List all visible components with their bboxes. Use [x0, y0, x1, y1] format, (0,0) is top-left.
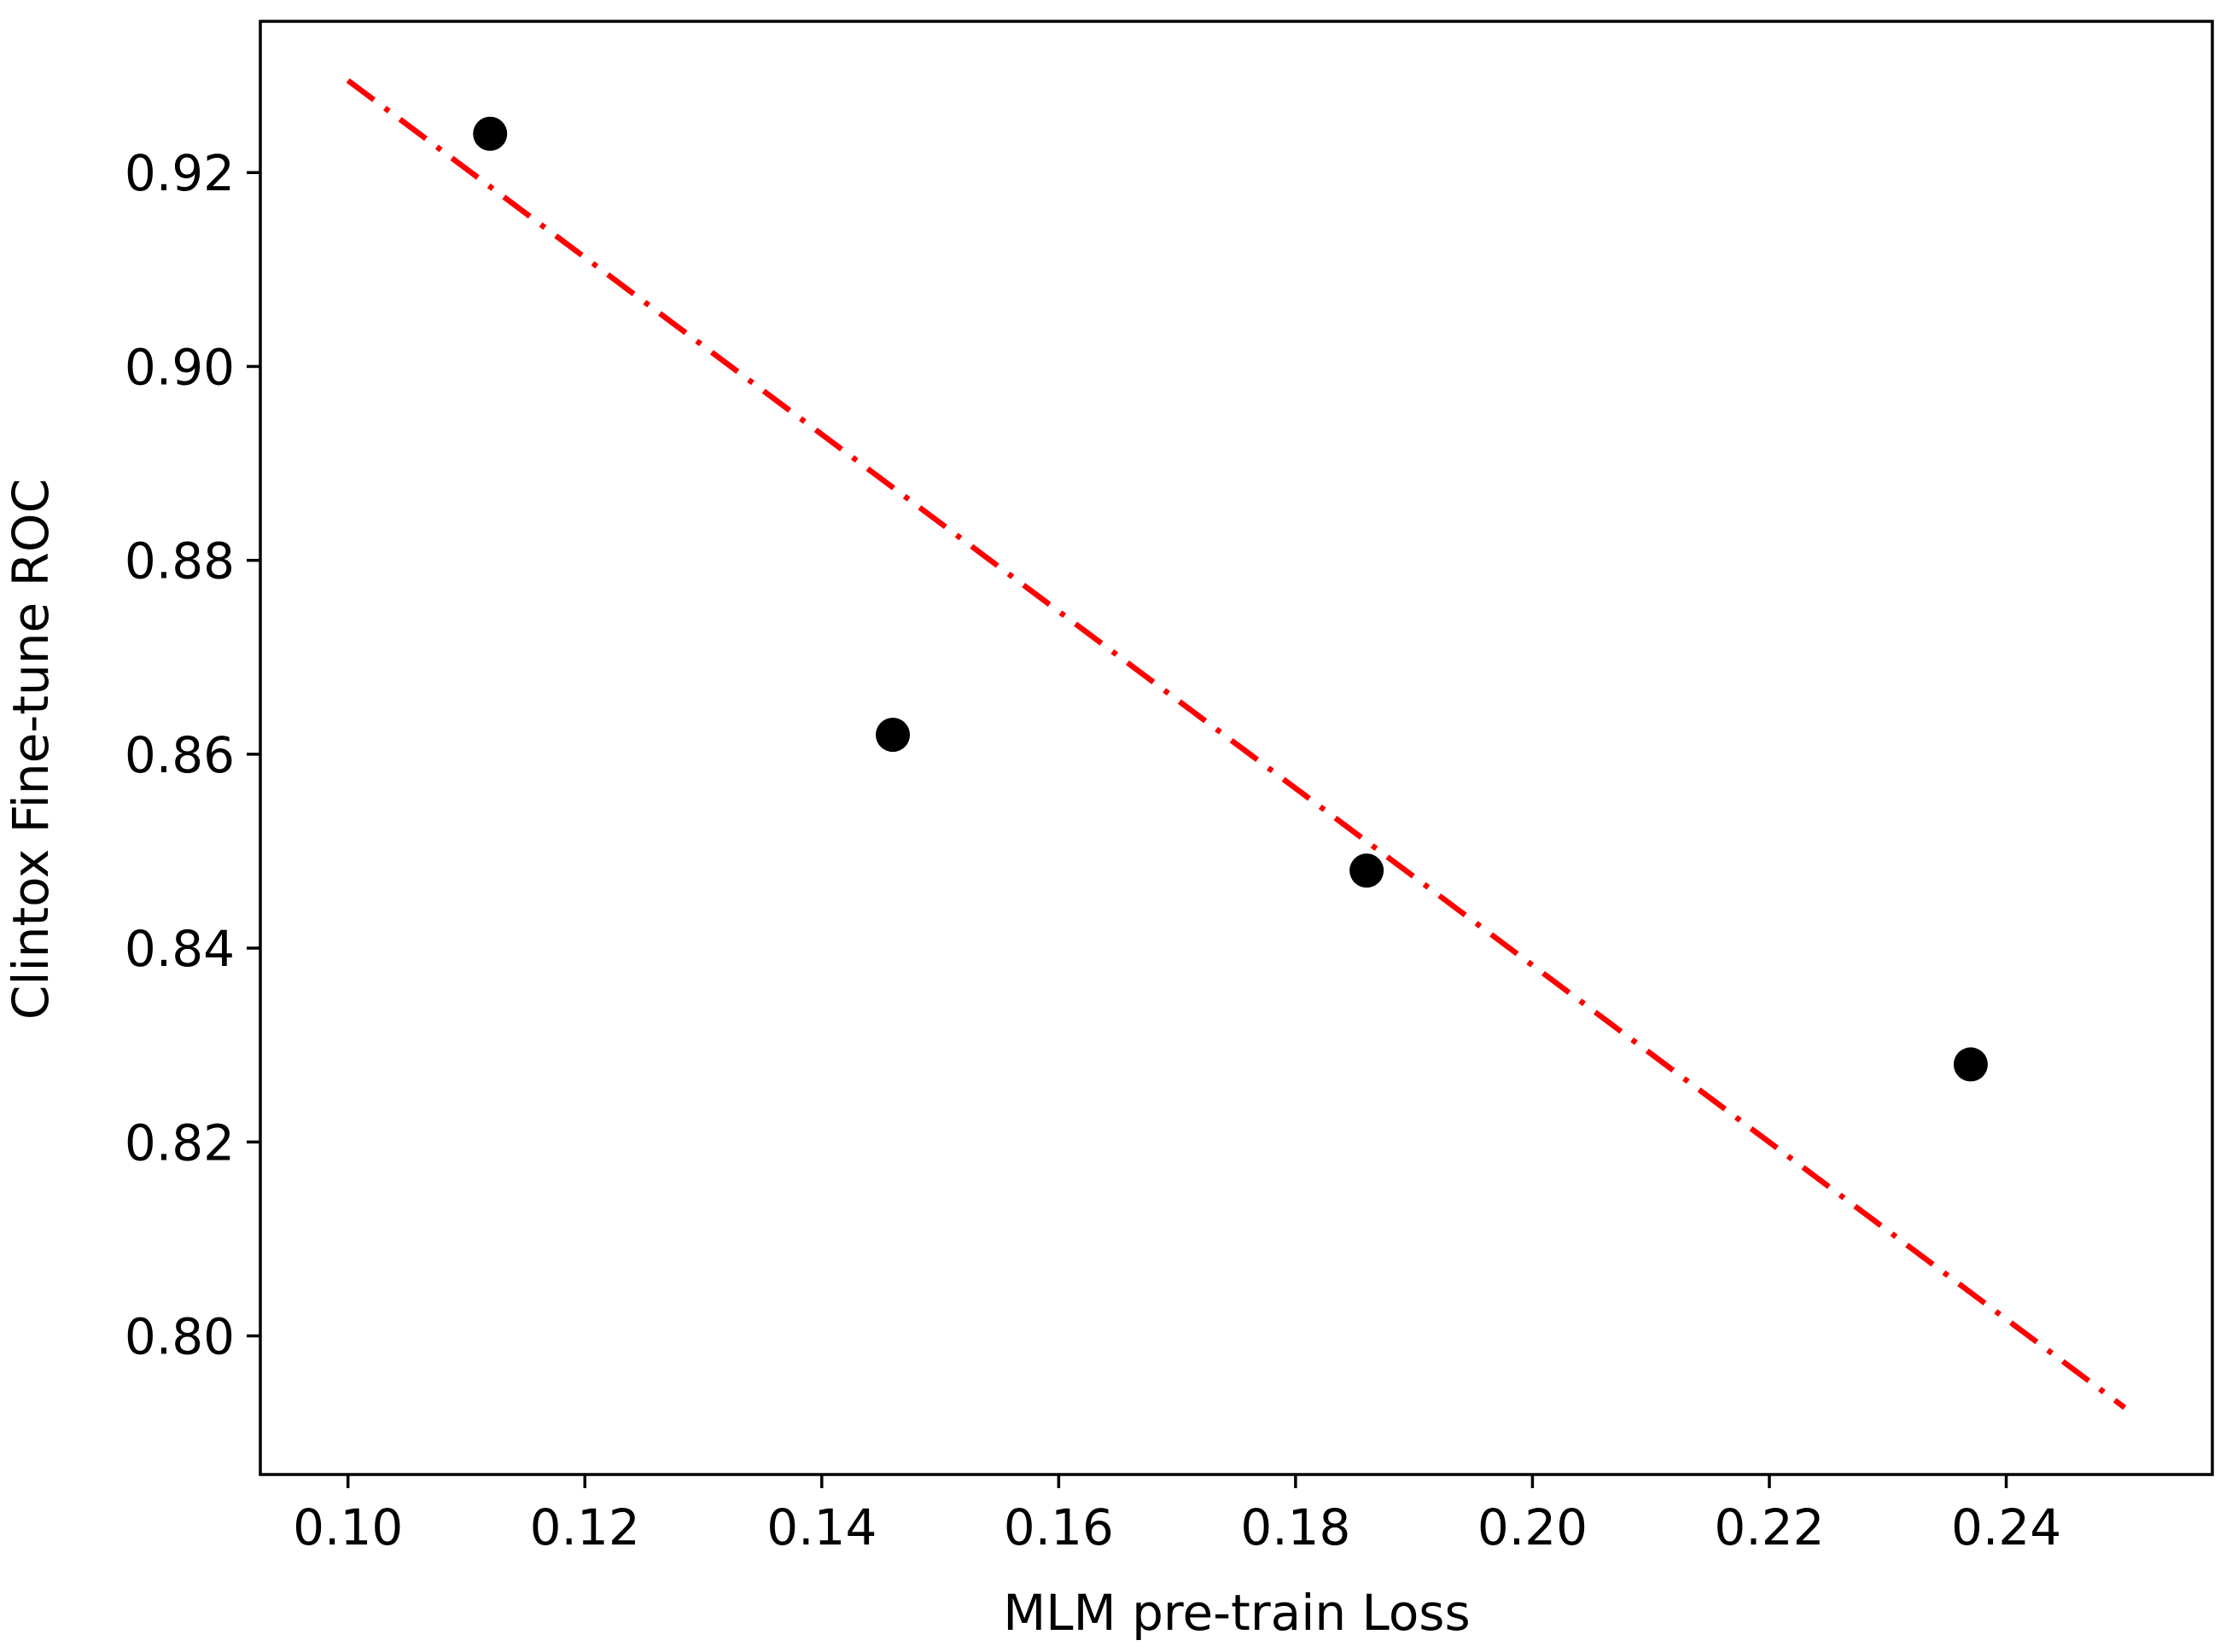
data-point: [876, 718, 911, 753]
y-tick-label: 0.92: [125, 144, 235, 202]
x-axis-ticks: 0.10 0.12 0.14 0.16 0.18 0.20 0.22 0.24: [293, 1475, 2061, 1556]
fit-line: [346, 78, 2127, 1411]
x-tick-label: 0.14: [766, 1498, 877, 1556]
y-tick-label: 0.90: [125, 338, 235, 396]
x-axis-label: MLM pre-train Loss: [1003, 1584, 1471, 1642]
axes-frame: [259, 20, 2214, 1476]
x-tick-label: 0.22: [1714, 1498, 1824, 1556]
data-point: [1953, 1047, 1988, 1082]
plot-area: [259, 20, 2214, 1476]
y-axis-ticks: 0.80 0.82 0.84 0.86 0.88 0.90 0.92: [125, 144, 260, 1366]
x-tick-label: 0.24: [1951, 1498, 2061, 1556]
y-tick-label: 0.86: [125, 726, 235, 784]
y-tick-label: 0.82: [125, 1114, 235, 1172]
data-point: [473, 116, 508, 151]
x-tick-label: 0.18: [1240, 1498, 1350, 1556]
y-tick-label: 0.88: [125, 532, 235, 590]
x-tick-label: 0.20: [1477, 1498, 1588, 1556]
x-tick-label: 0.12: [530, 1498, 640, 1556]
y-tick-label: 0.80: [125, 1308, 235, 1366]
data-point: [1349, 853, 1384, 888]
y-tick-label: 0.84: [125, 920, 235, 978]
x-tick-label: 0.10: [293, 1498, 403, 1556]
y-axis-label: Clintox Fine-tune ROC: [2, 479, 60, 1020]
x-tick-label: 0.16: [1004, 1498, 1114, 1556]
trend-line-layer: [346, 78, 2127, 1411]
data-points-layer: [473, 116, 1988, 1082]
